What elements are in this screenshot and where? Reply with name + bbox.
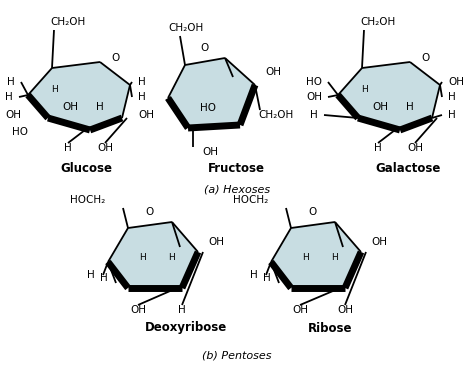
Text: H: H [263, 273, 271, 283]
Text: H: H [332, 254, 338, 262]
Text: OH: OH [407, 143, 423, 153]
Text: O: O [146, 207, 154, 217]
Text: Glucose: Glucose [60, 162, 112, 174]
Text: Ribose: Ribose [308, 321, 353, 334]
Text: H: H [374, 143, 382, 153]
Text: Galactose: Galactose [375, 162, 440, 174]
Text: CH₂OH: CH₂OH [50, 17, 86, 27]
Text: OH: OH [202, 147, 218, 157]
Text: O: O [112, 53, 120, 63]
Text: O: O [422, 53, 430, 63]
Text: OH: OH [306, 92, 322, 102]
Text: (b) Pentoses: (b) Pentoses [202, 350, 272, 360]
Text: H: H [250, 270, 258, 280]
Text: OH: OH [337, 305, 353, 315]
Text: OH: OH [208, 237, 224, 247]
Text: HOCH₂: HOCH₂ [233, 195, 268, 205]
Text: H: H [138, 77, 146, 87]
Text: HO: HO [200, 103, 216, 113]
Polygon shape [168, 58, 255, 128]
Text: OH: OH [62, 102, 78, 112]
Text: H: H [448, 92, 456, 102]
Text: HO: HO [12, 127, 28, 137]
Polygon shape [28, 62, 130, 130]
Text: H: H [64, 143, 72, 153]
Text: H: H [178, 305, 186, 315]
Text: OH: OH [138, 110, 154, 120]
Text: H: H [5, 92, 13, 102]
Text: H: H [448, 110, 456, 120]
Text: CH₂OH: CH₂OH [168, 23, 203, 33]
Text: CH₂OH: CH₂OH [360, 17, 396, 27]
Text: H: H [310, 110, 318, 120]
Text: OH: OH [292, 305, 308, 315]
Text: H: H [7, 77, 15, 87]
Text: H: H [406, 102, 414, 112]
Text: HOCH₂: HOCH₂ [70, 195, 105, 205]
Polygon shape [108, 222, 198, 288]
Text: OH: OH [5, 110, 21, 120]
Text: HO: HO [306, 77, 322, 87]
Text: H: H [140, 254, 146, 262]
Polygon shape [338, 62, 440, 130]
Text: OH: OH [371, 237, 387, 247]
Text: Deoxyribose: Deoxyribose [145, 321, 227, 334]
Text: H: H [169, 254, 175, 262]
Text: OH: OH [448, 77, 464, 87]
Text: O: O [309, 207, 317, 217]
Text: OH: OH [265, 67, 281, 77]
Text: CH₂OH: CH₂OH [258, 110, 293, 120]
Text: H: H [52, 86, 58, 94]
Text: OH: OH [97, 143, 113, 153]
Text: H: H [362, 86, 368, 94]
Text: OH: OH [130, 305, 146, 315]
Text: Fructose: Fructose [208, 162, 265, 174]
Text: H: H [100, 273, 108, 283]
Polygon shape [271, 222, 361, 288]
Text: OH: OH [372, 102, 388, 112]
Text: O: O [201, 43, 209, 53]
Text: H: H [96, 102, 104, 112]
Text: H: H [87, 270, 95, 280]
Text: H: H [138, 92, 146, 102]
Text: H: H [302, 254, 310, 262]
Text: (a) Hexoses: (a) Hexoses [204, 185, 270, 195]
